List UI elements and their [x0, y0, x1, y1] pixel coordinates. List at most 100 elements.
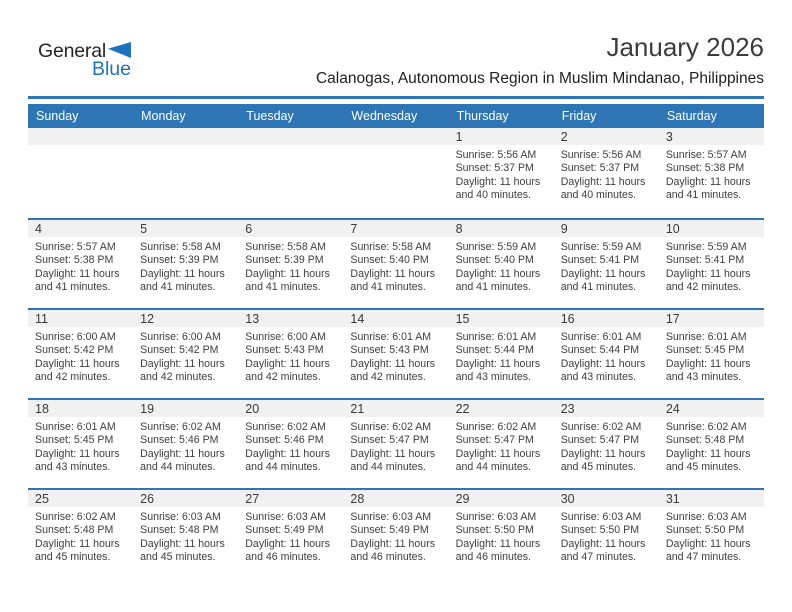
- day-cell: 13 Sunrise: 6:00 AM Sunset: 5:43 PM Dayligh…: [238, 310, 344, 398]
- day-info-line: Sunrise: 6:03 AM: [140, 511, 221, 523]
- day-info-line: Daylight: 11 hours: [140, 537, 225, 550]
- day-info: Sunrise: 5:59 AM Sunset: 5:40 PM Daylight:…: [449, 237, 554, 295]
- day-info-line: Sunset: 5:45 PM: [35, 434, 114, 447]
- day-info: Sunrise: 5:58 AM Sunset: 5:39 PM Daylight:…: [133, 237, 238, 295]
- header-divider: [28, 96, 764, 99]
- day-cell: 16 Sunrise: 6:01 AM Sunset: 5:44 PM Dayligh…: [553, 310, 659, 398]
- weekday-header-row: Sunday Monday Tuesday Wednesday Thursday…: [28, 104, 764, 128]
- day-info-line: Sunrise: 6:02 AM: [350, 421, 432, 433]
- day-info-line: Sunset: 5:40 PM: [350, 254, 429, 267]
- day-info: Sunrise: 6:02 AM Sunset: 5:48 PM Daylight:…: [28, 507, 133, 565]
- day-info-line: Sunset: 5:45 PM: [665, 344, 745, 357]
- day-info-line: and 45 minutes.: [665, 461, 742, 474]
- day-number: 25: [28, 490, 134, 507]
- day-number: 16: [553, 310, 659, 327]
- empty-day-cell: [133, 128, 239, 218]
- weekday-header-wednesday: Wednesday: [351, 109, 418, 123]
- day-info: Sunrise: 6:00 AM Sunset: 5:42 PM Daylight:…: [28, 327, 133, 385]
- day-cell: 21 Sunrise: 6:02 AM Sunset: 5:47 PM Dayligh…: [343, 400, 449, 488]
- day-info-line: Sunrise: 6:01 AM: [560, 331, 642, 343]
- day-cell: 4 Sunrise: 5:57 AM Sunset: 5:38 PM Daylight…: [28, 220, 134, 308]
- day-info: Sunrise: 6:00 AM Sunset: 5:43 PM Daylight:…: [238, 327, 343, 385]
- day-info-line: Sunrise: 6:03 AM: [665, 511, 747, 523]
- day-info-line: Sunrise: 5:58 AM: [140, 241, 221, 253]
- day-info-line: Sunrise: 6:00 AM: [35, 331, 116, 343]
- day-info-line: Sunset: 5:41 PM: [560, 254, 640, 267]
- day-info-line: Daylight: 11 hours: [455, 447, 541, 460]
- day-info-line: Sunset: 5:39 PM: [140, 254, 219, 267]
- day-info-line: Sunset: 5:38 PM: [35, 254, 114, 267]
- day-info-line: Sunrise: 5:58 AM: [245, 241, 326, 253]
- day-number: [133, 128, 239, 145]
- day-info: Sunrise: 6:03 AM Sunset: 5:50 PM Daylight:…: [554, 507, 659, 565]
- day-info-line: and 47 minutes.: [560, 551, 637, 564]
- day-cell: 23 Sunrise: 6:02 AM Sunset: 5:47 PM Dayligh…: [553, 400, 659, 488]
- day-number: 8: [448, 220, 554, 237]
- day-info-line: and 42 minutes.: [245, 371, 321, 384]
- day-cell: 9 Sunrise: 5:59 AM Sunset: 5:41 PM Daylight…: [553, 220, 659, 308]
- logo-top-row: General: [38, 40, 131, 63]
- day-number: [343, 128, 449, 145]
- day-cell: 11 Sunrise: 6:00 AM Sunset: 5:42 PM Dayligh…: [28, 310, 134, 398]
- day-number: 15: [448, 310, 554, 327]
- day-info-line: Sunset: 5:37 PM: [560, 162, 640, 175]
- day-info-line: and 46 minutes.: [350, 551, 426, 564]
- day-cell: 5 Sunrise: 5:58 AM Sunset: 5:39 PM Daylight…: [133, 220, 239, 308]
- day-info-line: Sunset: 5:46 PM: [140, 434, 219, 447]
- empty-day-cell: [28, 128, 134, 218]
- day-info: Sunrise: 5:56 AM Sunset: 5:37 PM Daylight:…: [554, 145, 659, 203]
- day-info: Sunrise: 6:03 AM Sunset: 5:50 PM Daylight:…: [659, 507, 764, 565]
- day-info-line: Daylight: 11 hours: [140, 447, 225, 460]
- day-number: 3: [658, 128, 764, 145]
- day-number: 4: [28, 220, 134, 237]
- day-info: Sunrise: 5:59 AM Sunset: 5:41 PM Daylight:…: [659, 237, 764, 295]
- weekday-header-sunday: Sunday: [36, 109, 79, 123]
- day-info-line: Sunset: 5:47 PM: [560, 434, 640, 447]
- day-info-line: Sunrise: 6:00 AM: [140, 331, 221, 343]
- day-info: Sunrise: 5:57 AM Sunset: 5:38 PM Daylight:…: [28, 237, 133, 295]
- weekday-header-monday: Monday: [141, 109, 186, 123]
- day-info: Sunrise: 5:58 AM Sunset: 5:40 PM Daylight:…: [343, 237, 448, 295]
- day-info-line: Sunrise: 6:02 AM: [665, 421, 747, 433]
- day-number: 11: [28, 310, 134, 327]
- day-info-line: Daylight: 11 hours: [665, 357, 751, 370]
- day-info-line: Daylight: 11 hours: [665, 175, 751, 188]
- day-info-line: and 44 minutes.: [245, 461, 321, 474]
- day-info-line: and 41 minutes.: [245, 281, 321, 294]
- day-info-line: Sunrise: 5:59 AM: [455, 241, 537, 253]
- day-info-line: Sunset: 5:39 PM: [245, 254, 324, 267]
- day-info-line: Sunset: 5:50 PM: [665, 524, 745, 537]
- day-cell: 3 Sunrise: 5:57 AM Sunset: 5:38 PM Daylight…: [658, 128, 764, 218]
- day-number: 10: [658, 220, 764, 237]
- day-info-line: Sunset: 5:42 PM: [35, 344, 114, 357]
- day-info-line: and 40 minutes.: [560, 189, 637, 202]
- day-info-line: Sunrise: 6:02 AM: [455, 421, 537, 433]
- day-info-line: Sunrise: 6:02 AM: [560, 421, 642, 433]
- logo-text-blue: Blue: [91, 58, 131, 80]
- day-info-line: Sunrise: 6:02 AM: [35, 511, 116, 523]
- day-info-line: and 46 minutes.: [455, 551, 531, 564]
- week-row: 4 Sunrise: 5:57 AM Sunset: 5:38 PM Daylight…: [28, 218, 764, 308]
- day-info-line: Sunset: 5:49 PM: [245, 524, 324, 537]
- day-info-line: Sunset: 5:50 PM: [455, 524, 534, 537]
- weekday-header-tuesday: Tuesday: [246, 109, 294, 123]
- day-info-line: Daylight: 11 hours: [665, 447, 751, 460]
- day-info-line: Sunset: 5:47 PM: [350, 434, 429, 447]
- day-info: Sunrise: 6:03 AM Sunset: 5:48 PM Daylight:…: [133, 507, 238, 565]
- day-info-line: Daylight: 11 hours: [245, 537, 330, 550]
- day-cell: 1 Sunrise: 5:56 AM Sunset: 5:37 PM Daylight…: [448, 128, 554, 218]
- day-info: Sunrise: 6:02 AM Sunset: 5:46 PM Daylight:…: [133, 417, 238, 475]
- day-info: Sunrise: 5:56 AM Sunset: 5:37 PM Daylight:…: [449, 145, 554, 203]
- day-cell: 10 Sunrise: 5:59 AM Sunset: 5:41 PM Dayligh…: [658, 220, 764, 308]
- day-info-line: and 41 minutes.: [665, 189, 742, 202]
- week-row: 1 Sunrise: 5:56 AM Sunset: 5:37 PM Daylight…: [28, 128, 764, 218]
- day-cell: 2 Sunrise: 5:56 AM Sunset: 5:37 PM Daylight…: [553, 128, 659, 218]
- day-info: Sunrise: 6:03 AM Sunset: 5:50 PM Daylight:…: [449, 507, 554, 565]
- day-info: Sunrise: 6:01 AM Sunset: 5:45 PM Daylight:…: [28, 417, 133, 475]
- weekday-header-saturday: Saturday: [666, 109, 717, 123]
- day-info-line: Sunrise: 5:56 AM: [560, 149, 642, 161]
- day-info-line: Daylight: 11 hours: [350, 357, 436, 370]
- day-cell: 7 Sunrise: 5:58 AM Sunset: 5:40 PM Daylight…: [343, 220, 449, 308]
- day-info-line: Sunset: 5:44 PM: [455, 344, 534, 357]
